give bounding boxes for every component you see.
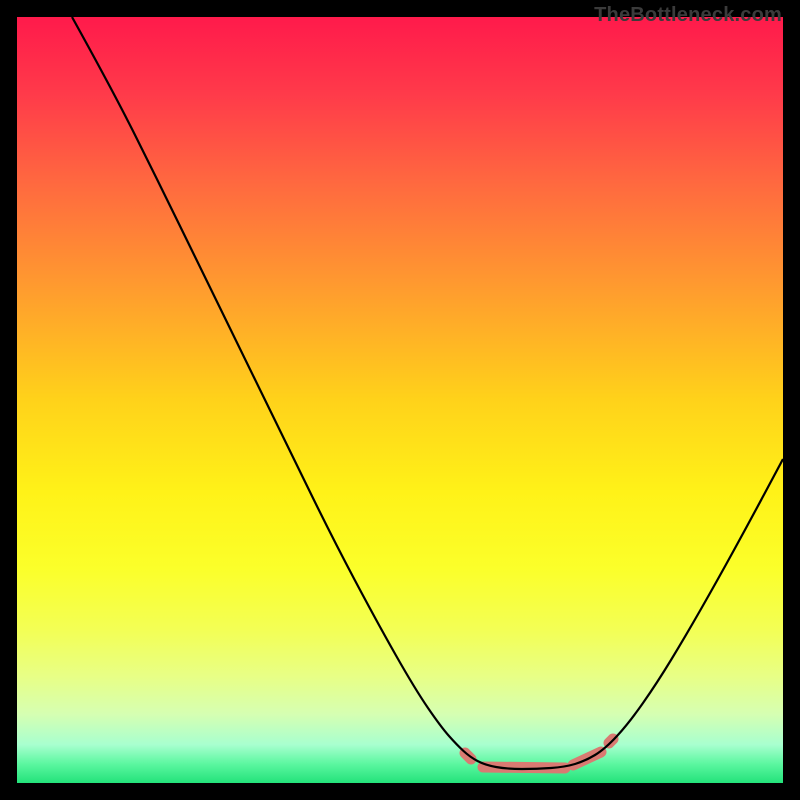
watermark-text: TheBottleneck.com	[594, 4, 782, 27]
bottleneck-curve	[72, 17, 783, 769]
chart-root: TheBottleneck.com	[0, 0, 800, 800]
plot-area	[17, 17, 783, 783]
curve-layer	[17, 17, 783, 783]
